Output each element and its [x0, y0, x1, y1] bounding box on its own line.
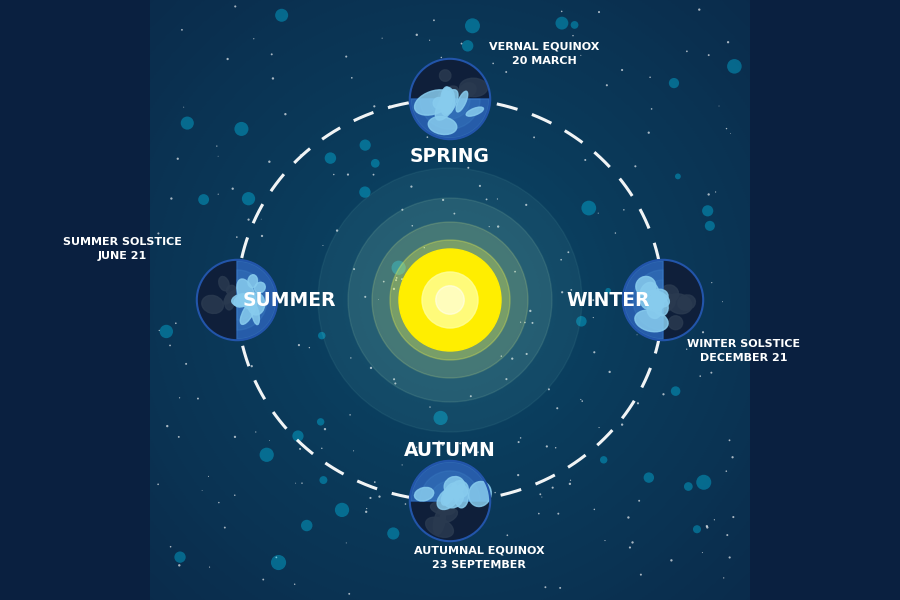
Point	[575, 397, 590, 406]
Ellipse shape	[236, 85, 664, 515]
Point	[422, 35, 436, 45]
Ellipse shape	[268, 118, 632, 481]
Point	[373, 492, 387, 502]
Ellipse shape	[440, 509, 457, 522]
Point	[388, 379, 402, 388]
Ellipse shape	[260, 110, 640, 490]
Ellipse shape	[310, 160, 590, 440]
Circle shape	[402, 252, 498, 348]
Point	[699, 521, 714, 531]
Text: WINTER SOLSTICE
DECEMBER 21: WINTER SOLSTICE DECEMBER 21	[687, 338, 800, 364]
Point	[292, 444, 307, 454]
Point	[202, 562, 217, 572]
Point	[538, 583, 553, 592]
Point	[680, 47, 694, 56]
Point	[643, 73, 657, 82]
Point	[426, 334, 440, 343]
Ellipse shape	[153, 3, 747, 597]
Point	[212, 266, 227, 276]
Ellipse shape	[428, 116, 457, 134]
Point	[430, 66, 445, 76]
Point	[345, 73, 359, 83]
Ellipse shape	[237, 279, 256, 309]
Point	[368, 158, 382, 168]
Point	[226, 184, 240, 193]
Ellipse shape	[466, 107, 483, 116]
Point	[626, 538, 640, 547]
Point	[248, 427, 263, 437]
Point	[526, 133, 541, 142]
Point	[382, 101, 397, 111]
Point	[631, 398, 645, 408]
Circle shape	[372, 222, 528, 378]
Point	[494, 352, 508, 361]
Point	[318, 424, 332, 434]
Point	[151, 479, 166, 489]
Point	[364, 363, 378, 373]
Wedge shape	[419, 471, 480, 501]
Point	[602, 367, 616, 377]
Point	[172, 432, 186, 442]
Point	[292, 340, 306, 350]
Ellipse shape	[440, 87, 452, 115]
Ellipse shape	[454, 484, 468, 508]
Ellipse shape	[277, 127, 623, 473]
Point	[626, 311, 641, 321]
Point	[151, 229, 166, 238]
Point	[533, 490, 547, 499]
Ellipse shape	[211, 61, 689, 539]
Point	[404, 182, 419, 191]
Point	[346, 264, 361, 274]
Point	[211, 151, 225, 161]
Point	[464, 391, 478, 401]
Point	[255, 231, 269, 241]
Ellipse shape	[145, 0, 755, 600]
Point	[669, 386, 683, 396]
Ellipse shape	[438, 86, 458, 100]
Ellipse shape	[161, 11, 739, 589]
Ellipse shape	[202, 52, 698, 548]
Point	[436, 195, 450, 205]
Point	[701, 50, 716, 60]
Point	[241, 215, 256, 224]
Point	[335, 505, 349, 515]
Point	[471, 448, 485, 457]
Point	[461, 41, 475, 50]
Point	[700, 206, 715, 215]
Point	[405, 221, 419, 230]
Ellipse shape	[251, 303, 259, 325]
Point	[708, 187, 723, 197]
Point	[274, 10, 289, 20]
Point	[719, 466, 733, 476]
Point	[465, 21, 480, 31]
Point	[420, 133, 435, 142]
Ellipse shape	[240, 299, 256, 325]
Ellipse shape	[326, 176, 574, 424]
Point	[500, 374, 514, 384]
Point	[173, 393, 187, 403]
Wedge shape	[623, 260, 663, 340]
Point	[615, 420, 629, 430]
Text: SUMMER SOLSTICE
JUNE 21: SUMMER SOLSTICE JUNE 21	[63, 236, 182, 262]
Ellipse shape	[647, 296, 663, 311]
Point	[241, 194, 256, 203]
Text: AUTUMNAL EQUINOX
23 SEPTEMBER: AUTUMNAL EQUINOX 23 SEPTEMBER	[414, 545, 544, 571]
Point	[168, 319, 183, 328]
Ellipse shape	[669, 316, 683, 329]
Point	[266, 74, 280, 83]
Wedge shape	[237, 260, 277, 340]
Ellipse shape	[452, 481, 468, 497]
Point	[358, 292, 373, 302]
Ellipse shape	[634, 310, 668, 332]
Circle shape	[410, 461, 490, 541]
Ellipse shape	[62, 0, 838, 600]
Point	[628, 161, 643, 171]
Ellipse shape	[400, 251, 500, 349]
